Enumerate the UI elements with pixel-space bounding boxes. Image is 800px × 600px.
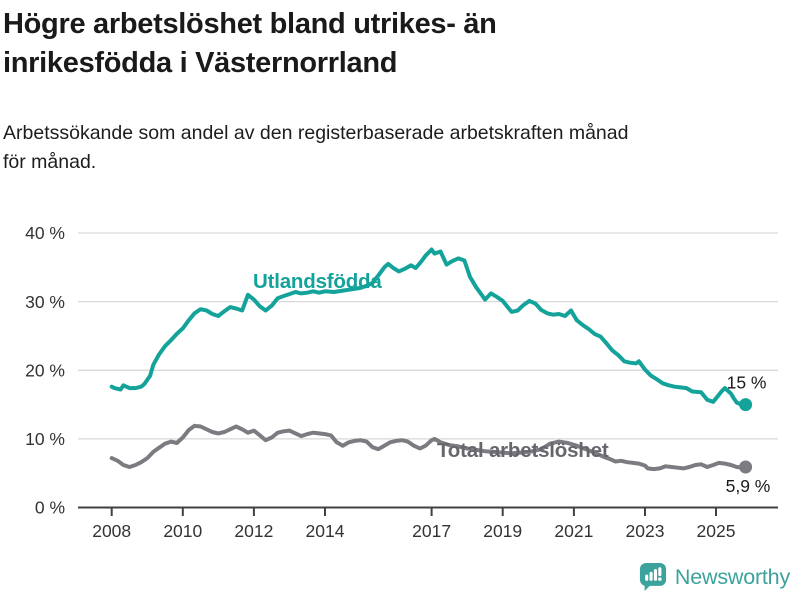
x-tick-label: 2008 xyxy=(92,521,131,541)
x-tick-label: 2012 xyxy=(234,521,273,541)
newsworthy-logo: Newsworthy xyxy=(639,562,790,592)
y-tick-label: 30 % xyxy=(25,292,65,312)
end-value-label-total-arbetsloshet: 5,9 % xyxy=(726,476,771,496)
x-tick-label: 2017 xyxy=(412,521,451,541)
bar-chart-speech-bubble-icon xyxy=(639,563,666,591)
chart-subtitle-line-2: för månad. xyxy=(3,151,97,173)
y-tick-label: 40 % xyxy=(25,223,65,243)
x-tick-label: 2014 xyxy=(306,521,345,541)
x-tick-label: 2023 xyxy=(626,521,665,541)
series-label-total-arbetsloshet: Total arbetslöshet xyxy=(437,439,609,462)
y-tick-label: 10 % xyxy=(25,429,65,449)
page-title-line-1: Högre arbetslöshet bland utrikes- än xyxy=(3,8,497,40)
y-tick-label: 20 % xyxy=(25,360,65,380)
newsworthy-brand-text: Newsworthy xyxy=(674,564,790,589)
series-line-utlandsfodda xyxy=(109,247,748,408)
end-value-label-utlandsfodda: 15 % xyxy=(727,373,767,393)
x-tick-label: 2025 xyxy=(697,521,736,541)
end-dot-utlandsfodda xyxy=(739,398,753,412)
series-label-utlandsfodda: Utlandsfödda xyxy=(253,270,382,293)
y-tick-label: 0 % xyxy=(35,498,65,518)
end-dot-total-arbetsloshet xyxy=(739,460,753,474)
x-tick-label: 2021 xyxy=(554,521,593,541)
chart-subtitle: Arbetssökande som andel av den registerb… xyxy=(3,119,783,177)
x-tick-label: 2019 xyxy=(483,521,522,541)
page-title: Högre arbetslöshet bland utrikes- än inr… xyxy=(3,5,743,83)
chart-subtitle-line-1: Arbetssökande som andel av den registerb… xyxy=(3,122,629,144)
series-line-total-arbetsloshet xyxy=(109,423,748,472)
x-tick-label: 2010 xyxy=(163,521,202,541)
page-title-line-2: inrikesfödda i Västernorrland xyxy=(3,47,398,79)
